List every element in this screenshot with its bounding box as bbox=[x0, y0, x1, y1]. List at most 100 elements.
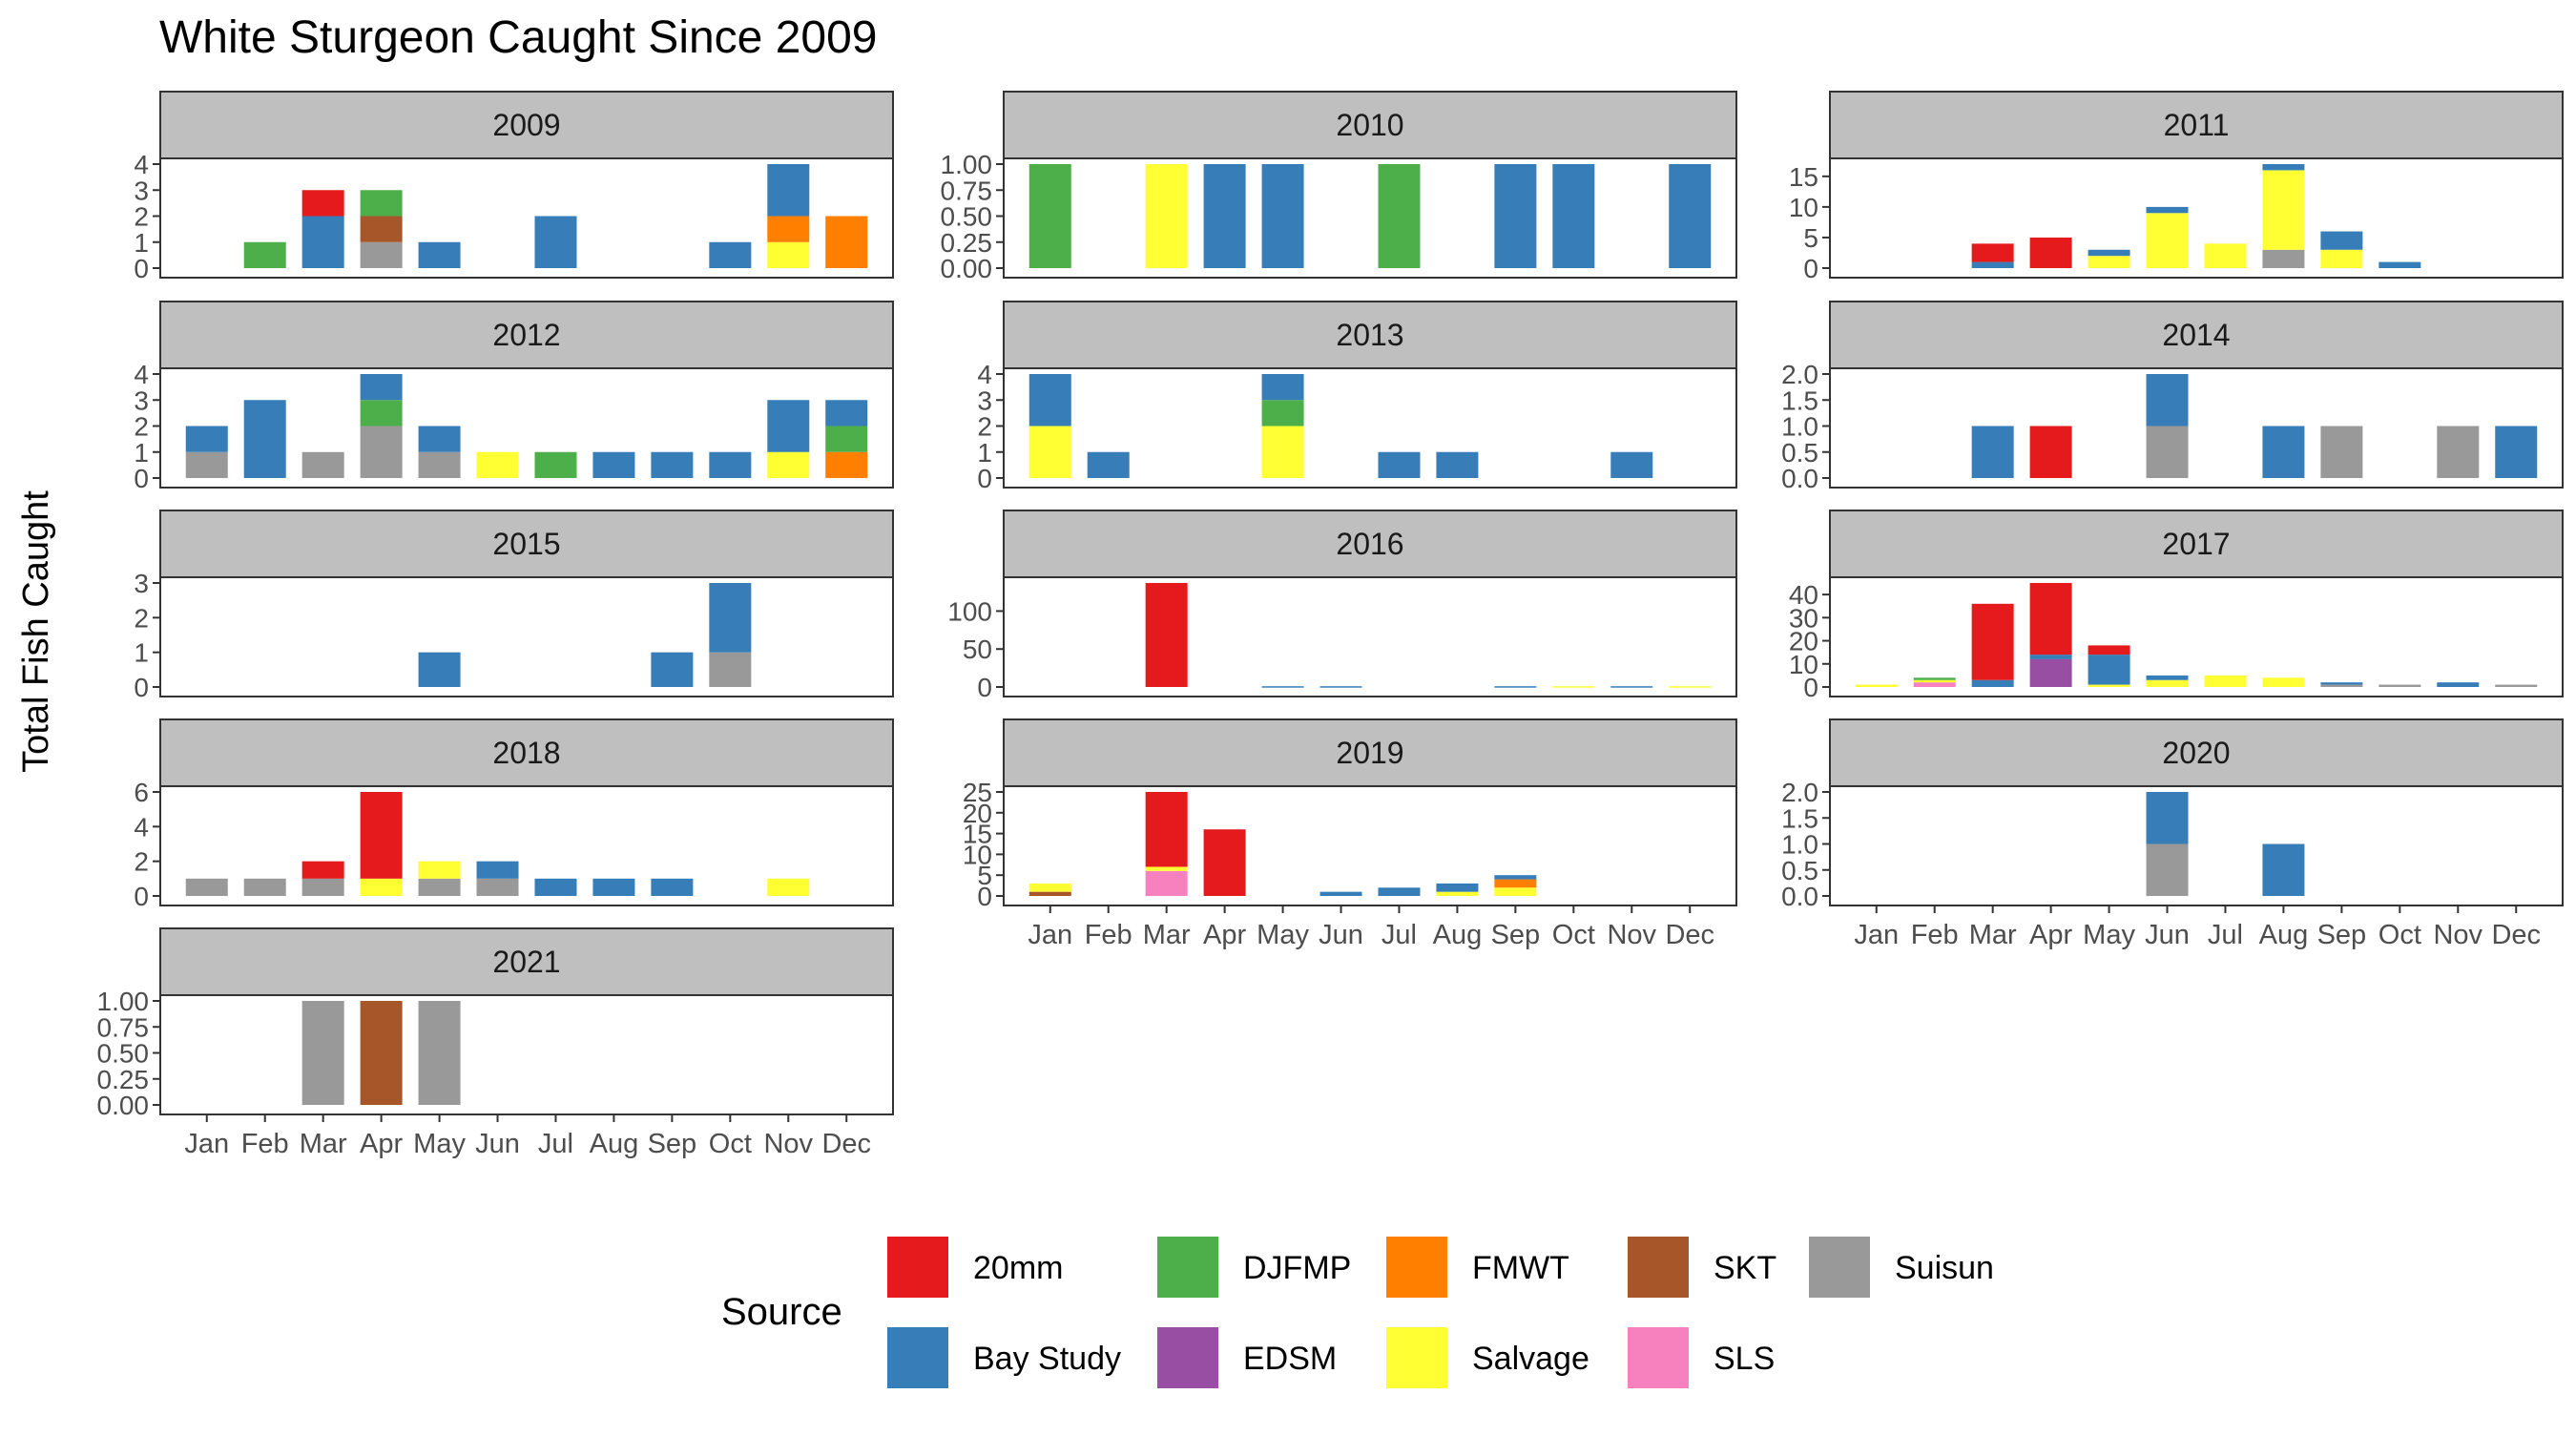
y-tick-label: 3 bbox=[134, 176, 149, 205]
bar-segment bbox=[476, 451, 519, 478]
bar-segment bbox=[2088, 645, 2130, 656]
y-tick-label: 0 bbox=[1803, 254, 1818, 283]
bar-segment bbox=[418, 451, 461, 478]
y-tick-label: 2 bbox=[134, 847, 149, 877]
x-tick-label: Oct bbox=[709, 1129, 752, 1159]
bar-segment bbox=[360, 216, 403, 242]
bar-segment bbox=[592, 878, 635, 896]
bar-segment bbox=[2204, 675, 2247, 687]
bar-segment bbox=[360, 190, 403, 217]
panel-2010: 2010 0.000.250.500.751.00 bbox=[941, 91, 1737, 283]
y-tick-label: 50 bbox=[963, 635, 992, 664]
y-tick-label: 2 bbox=[134, 202, 149, 232]
legend-label: Salvage bbox=[1472, 1341, 1589, 1377]
facet-label: 2010 bbox=[1336, 108, 1403, 142]
y-tick-label: 2.0 bbox=[1781, 360, 1818, 389]
bar-segment bbox=[1552, 164, 1595, 268]
bar-segment bbox=[243, 878, 286, 896]
y-tick-label: 0 bbox=[1803, 673, 1818, 702]
x-tick-label: Apr bbox=[1203, 920, 1246, 950]
bar-segment bbox=[476, 878, 519, 896]
facet-label: 2013 bbox=[1336, 318, 1403, 352]
facet-label: 2012 bbox=[492, 318, 560, 352]
bar-segment bbox=[2146, 843, 2189, 896]
bar-segment bbox=[1145, 870, 1188, 896]
x-tick-label: Nov bbox=[2433, 920, 2483, 950]
facet-strip bbox=[1003, 91, 1737, 159]
y-tick-label: 0.75 bbox=[97, 1012, 150, 1042]
bar-segment bbox=[1913, 682, 1956, 687]
bar-segment bbox=[1261, 164, 1304, 268]
legend-swatch bbox=[887, 1237, 948, 1298]
bar-segment bbox=[1319, 686, 1362, 688]
y-tick-label: 1.00 bbox=[941, 150, 993, 179]
x-tick-label: Feb bbox=[1085, 920, 1132, 950]
panel-2021: 2021 0.000.250.500.751.00 Jan Feb Mar Apr May J… bbox=[97, 927, 894, 1159]
facet-strip bbox=[159, 510, 894, 578]
facet-strip bbox=[1003, 301, 1737, 369]
y-tick-label: 1 bbox=[977, 438, 992, 468]
x-tick-label: May bbox=[2083, 920, 2135, 950]
bar-segment bbox=[185, 878, 228, 896]
x-tick-label: May bbox=[1257, 920, 1309, 950]
plot-area bbox=[1829, 157, 2564, 279]
bar-segment bbox=[1971, 243, 2014, 262]
bar-segment bbox=[767, 241, 810, 268]
bar-segment bbox=[2262, 843, 2305, 896]
y-tick-label: 0.5 bbox=[1781, 856, 1818, 885]
plot-area bbox=[1829, 785, 2564, 906]
bar-segment bbox=[2262, 164, 2305, 171]
y-tick-label: 2 bbox=[134, 603, 149, 633]
bar-segment bbox=[2146, 206, 2189, 214]
y-tick-label: 4 bbox=[134, 360, 149, 389]
bar-segment bbox=[1913, 677, 1956, 680]
y-tick-label: 30 bbox=[1789, 603, 1818, 633]
x-tick-label: Jun bbox=[2145, 920, 2190, 950]
bar-segment bbox=[360, 241, 403, 268]
bar-segment bbox=[360, 374, 403, 401]
bar-segment bbox=[1971, 426, 2014, 478]
bar-segment bbox=[1145, 583, 1188, 687]
bar-segment bbox=[1669, 164, 1712, 268]
bar-segment bbox=[2029, 426, 2072, 478]
bar-segment bbox=[1610, 686, 1653, 688]
bar-segment bbox=[534, 878, 577, 896]
panel-2018: 2018 0 2 4 6 bbox=[134, 718, 894, 911]
bar-segment bbox=[651, 878, 694, 896]
legend: Source 20mm DJFMP FMWT SKT Suisun Bay Study ED… bbox=[721, 1237, 1994, 1388]
y-tick-label: 1.0 bbox=[1781, 830, 1818, 860]
x-tick-label: Apr bbox=[360, 1129, 403, 1159]
bar-segment bbox=[476, 861, 519, 879]
facet-strip bbox=[1829, 510, 2564, 578]
facet-strip bbox=[159, 718, 894, 787]
x-tick-label: Nov bbox=[1607, 920, 1656, 950]
bar-segment bbox=[1028, 164, 1071, 268]
x-tick-label: Nov bbox=[763, 1129, 813, 1159]
y-tick-label: 15 bbox=[1789, 162, 1818, 192]
facet-label: 2011 bbox=[2164, 108, 2230, 142]
x-tick-label: Mar bbox=[1143, 920, 1191, 950]
y-tick-label: 1.0 bbox=[1781, 412, 1818, 442]
legend-item: 20mm bbox=[887, 1237, 1063, 1298]
bar-segment bbox=[418, 426, 461, 452]
y-axis-title: Total Fish Caught bbox=[16, 490, 56, 773]
bar-segment bbox=[2379, 684, 2421, 687]
y-tick-label: 0 bbox=[134, 254, 149, 283]
bar-segment bbox=[360, 878, 403, 896]
y-tick-label: 10 bbox=[1789, 193, 1818, 222]
bar-segment bbox=[1669, 686, 1712, 688]
bar-segment bbox=[709, 451, 752, 478]
plot-area bbox=[1003, 576, 1737, 697]
bar-segment bbox=[243, 241, 286, 268]
legend-item: SLS bbox=[1628, 1327, 1775, 1388]
bar-segment bbox=[2146, 426, 2189, 478]
legend-swatch bbox=[1157, 1237, 1218, 1298]
bar-segment bbox=[1378, 887, 1421, 896]
legend-item: Suisun bbox=[1809, 1237, 1994, 1298]
bar-segment bbox=[418, 241, 461, 268]
bar-segment bbox=[1610, 451, 1653, 478]
bar-segment bbox=[825, 451, 868, 478]
bar-segment bbox=[1145, 792, 1188, 867]
